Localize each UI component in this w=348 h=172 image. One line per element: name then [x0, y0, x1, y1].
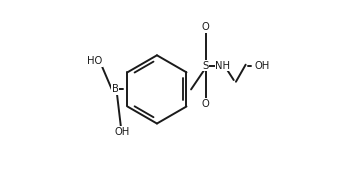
Text: O: O	[202, 99, 209, 109]
Text: NH: NH	[215, 61, 230, 71]
Text: O: O	[202, 22, 209, 32]
Text: HO: HO	[87, 56, 102, 66]
Text: S: S	[203, 61, 209, 71]
Text: OH: OH	[114, 127, 129, 137]
Text: OH: OH	[254, 61, 270, 71]
Text: B: B	[112, 84, 119, 94]
